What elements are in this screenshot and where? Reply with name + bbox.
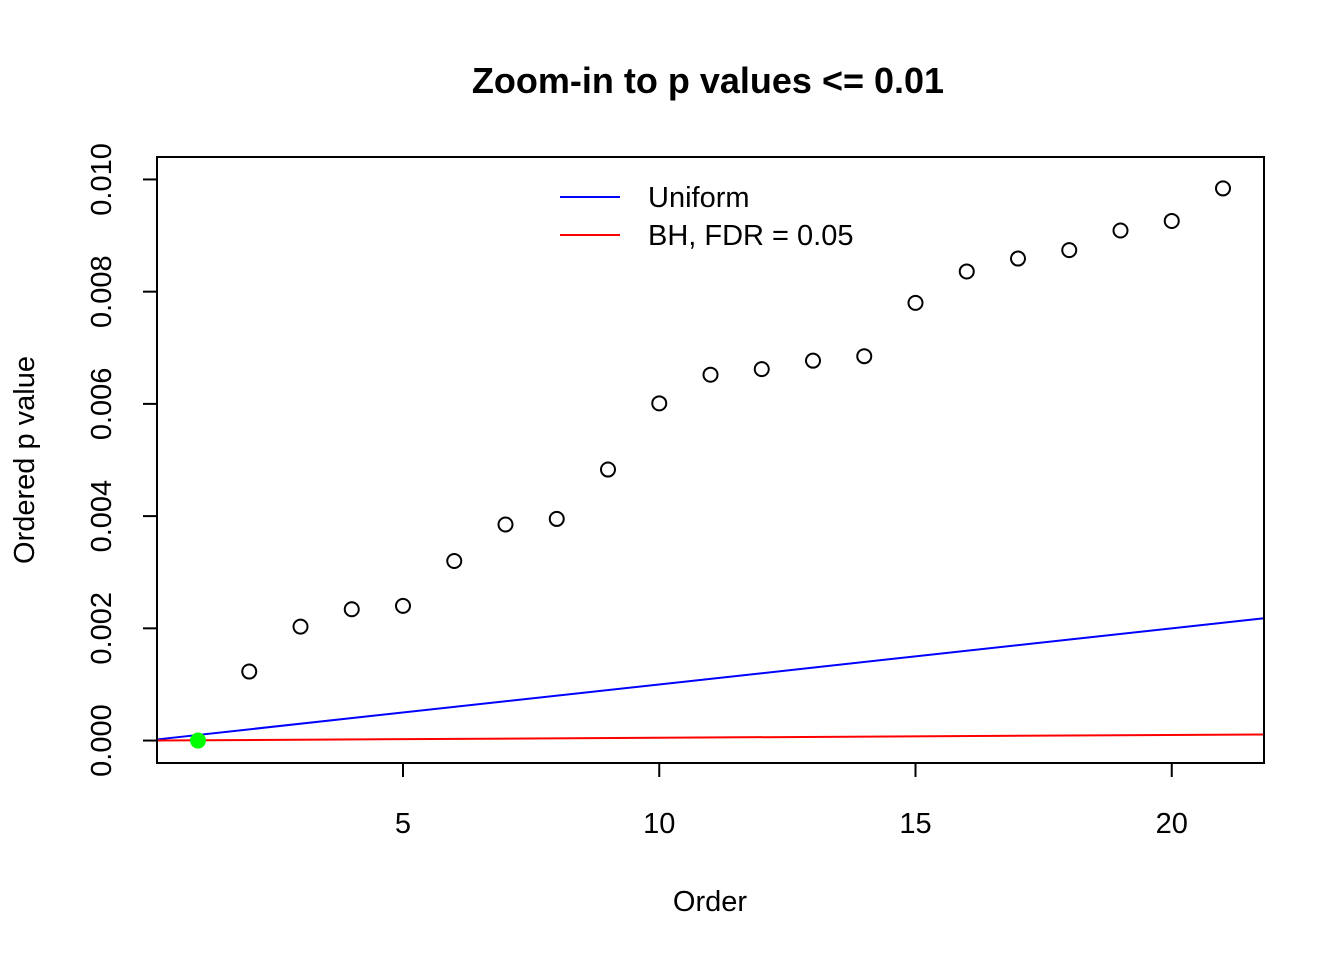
data-point-10 <box>651 395 668 412</box>
data-point-14 <box>856 348 873 365</box>
legend: Uniform BH, FDR = 0.05 <box>560 182 854 252</box>
data-point-18 <box>1061 242 1078 259</box>
y-tick-label-0: 0.000 <box>86 704 118 777</box>
y-tick-label-2: 0.004 <box>86 480 118 553</box>
data-point-13 <box>805 352 821 369</box>
y-tick-label-3: 0.006 <box>86 368 118 441</box>
x-tick-label-0: 5 <box>395 808 411 840</box>
data-point-21 <box>1215 180 1231 197</box>
legend-label-bh: BH, FDR = 0.05 <box>648 220 854 252</box>
y-tick-label-5: 0.010 <box>86 143 118 216</box>
x-tick-label-1: 10 <box>643 808 675 840</box>
y-tick-label-4: 0.008 <box>86 255 118 328</box>
data-point-3 <box>292 618 309 635</box>
x-axis-title: Order <box>673 886 747 918</box>
data-point-15 <box>907 294 924 311</box>
y-axis-title: Ordered p value <box>9 356 41 564</box>
data-point-11 <box>702 366 719 383</box>
data-point-5 <box>395 597 411 614</box>
data-point-2 <box>241 663 258 680</box>
data-point-19 <box>1112 222 1129 239</box>
data-points <box>190 180 1231 749</box>
data-point-20 <box>1163 212 1180 229</box>
data-point-4 <box>343 601 360 618</box>
data-point-6 <box>446 553 463 569</box>
y-tick-label-1: 0.002 <box>86 592 118 665</box>
data-point-9 <box>600 461 616 478</box>
data-point-16 <box>958 263 975 280</box>
series-line-0 <box>156 617 1265 741</box>
highlighted-point <box>190 732 206 749</box>
series-lines <box>156 617 1265 742</box>
series-line-1 <box>156 733 1265 742</box>
y-axis: 0.000 0.002 0.004 0.006 0.008 0.010 <box>86 143 158 777</box>
data-point-12 <box>753 361 770 378</box>
data-point-7 <box>497 516 514 533</box>
legend-label-uniform: Uniform <box>648 182 750 214</box>
chart-title: Zoom-in to p values <= 0.01 <box>472 60 944 101</box>
x-tick-label-3: 20 <box>1156 808 1188 840</box>
x-axis: 5 10 15 20 <box>395 762 1188 840</box>
x-tick-label-2: 15 <box>899 808 931 840</box>
data-point-8 <box>548 510 565 527</box>
data-point-17 <box>1010 250 1026 267</box>
